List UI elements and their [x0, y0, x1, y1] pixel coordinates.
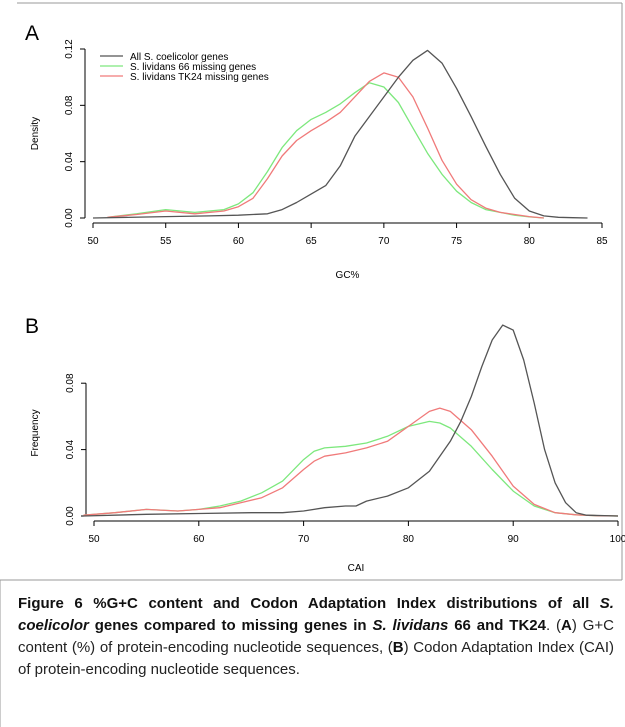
panel-a-x-tick-label: 85 — [596, 236, 608, 247]
panel-a-y-tick-label: 0.00 — [64, 208, 75, 228]
caption-body-2: ) Codon Adaptation Index (CAI) of protei… — [18, 639, 614, 678]
panel-a-y-tick-label: 0.04 — [64, 151, 75, 171]
panel-a-x-tick-label: 60 — [233, 236, 245, 247]
caption-species-coelicolor: S. coelicolor — [18, 595, 614, 634]
panel-b-y-tick-label: 0.04 — [65, 439, 76, 459]
legend-entry-2: S. lividans 66 missing genes — [130, 62, 256, 73]
caption-label-a: A — [561, 617, 572, 634]
panel-a-x-tick-label: 80 — [524, 236, 536, 247]
legend-entry-1: All S. coelicolor genes — [130, 52, 228, 63]
panel-a-series-line-3 — [107, 72, 544, 219]
panel-b-x-tick-label: 100 — [610, 534, 625, 545]
panel-a-series-line-1 — [92, 49, 588, 219]
caption-title-text-1: %G+C content and Codon Adaptation Index … — [82, 595, 600, 612]
panel-a-x-tick-label: 75 — [451, 236, 463, 247]
caption-species-lividans: S. lividans — [372, 617, 449, 634]
panel-a-x-axis-title: GC% — [336, 270, 360, 281]
panel-a-x-tick-label: 70 — [378, 236, 390, 247]
panel-b-series-line-3 — [83, 407, 619, 517]
panel-a-x-tick-label: 65 — [306, 236, 318, 247]
caption-body-1: ) G+C content (%) of protein-encoding nu… — [18, 617, 614, 656]
panel-b-series-line-1 — [83, 324, 619, 517]
legend-entry-3: S. lividans TK24 missing genes — [130, 72, 269, 83]
panel-b-x-axis-title: CAI — [348, 563, 365, 574]
caption-body-0: . ( — [545, 617, 561, 634]
caption-figure-label: Figure 6 — [18, 595, 83, 612]
panel-b-x-tick-label: 80 — [403, 534, 415, 545]
panel-a-label: A — [25, 22, 39, 45]
panel-b-x-tick-label: 90 — [508, 534, 520, 545]
panel-b-x-tick-label: 70 — [298, 534, 310, 545]
panel-a-y-axis-title: Density — [30, 117, 41, 150]
panel-b-series-line-2 — [83, 420, 619, 517]
figure-caption: Figure 6 %G+C content and Codon Adaptati… — [18, 593, 614, 681]
panel-a-x-tick-label: 55 — [160, 236, 172, 247]
panel-a-y-tick-label: 0.12 — [64, 39, 75, 59]
figure-charts: A 50 55 60 65 70 75 80 85 GC% 0.00 0.04 0.08 0.12 Dens… — [25, 22, 625, 574]
panel-b-x-tick-label: 60 — [193, 534, 205, 545]
panel-b-y-tick-label: 0.00 — [65, 506, 76, 526]
panel-a-x-tick-label: 50 — [87, 236, 99, 247]
panel-b-x-tick-label: 50 — [88, 534, 100, 545]
caption-label-b: B — [392, 639, 404, 656]
panel-a-series-line-2 — [107, 82, 544, 219]
caption-title-text-2: genes compared to missing genes in — [88, 617, 373, 634]
panel-a-y-tick-label: 0.08 — [64, 95, 75, 115]
caption-title-text-3: 66 and TK24 — [448, 617, 546, 634]
panel-b-y-axis-title: Frequency — [30, 409, 41, 456]
panel-b-y-tick-label: 0.08 — [65, 373, 76, 393]
panel-b-label: B — [25, 315, 39, 338]
